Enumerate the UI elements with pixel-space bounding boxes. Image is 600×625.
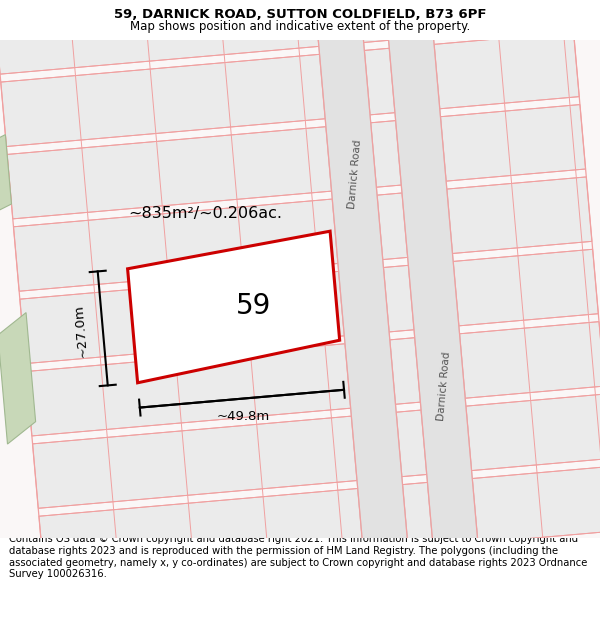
Polygon shape: [447, 177, 592, 254]
Polygon shape: [26, 344, 350, 436]
Polygon shape: [0, 134, 11, 216]
Polygon shape: [316, 4, 409, 563]
Text: 59: 59: [236, 292, 271, 320]
Polygon shape: [428, 0, 573, 36]
Polygon shape: [377, 193, 407, 259]
Text: Darnick Road: Darnick Road: [347, 139, 362, 209]
Polygon shape: [0, 0, 319, 74]
Polygon shape: [371, 121, 401, 188]
Polygon shape: [466, 394, 600, 471]
Polygon shape: [7, 127, 332, 219]
Text: ~835m²/~0.206ac.: ~835m²/~0.206ac.: [128, 206, 282, 221]
Polygon shape: [385, 0, 479, 557]
Polygon shape: [39, 489, 364, 581]
Text: 59, DARNICK ROAD, SUTTON COLDFIELD, B73 6PF: 59, DARNICK ROAD, SUTTON COLDFIELD, B73 …: [114, 8, 486, 21]
Polygon shape: [472, 466, 600, 543]
Polygon shape: [0, 0, 313, 2]
Polygon shape: [440, 104, 586, 181]
Text: Darnick Road: Darnick Road: [436, 351, 452, 421]
Polygon shape: [434, 32, 579, 109]
Polygon shape: [383, 266, 414, 332]
Text: Map shows position and indicative extent of the property.: Map shows position and indicative extent…: [130, 20, 470, 32]
Text: Contains OS data © Crown copyright and database right 2021. This information is : Contains OS data © Crown copyright and d…: [9, 534, 587, 579]
Polygon shape: [403, 482, 433, 549]
Polygon shape: [460, 322, 600, 398]
Text: ~27.0m: ~27.0m: [72, 303, 89, 358]
Polygon shape: [358, 0, 389, 42]
Polygon shape: [13, 199, 338, 291]
Polygon shape: [453, 249, 598, 326]
Polygon shape: [0, 312, 35, 444]
Polygon shape: [128, 231, 340, 382]
Text: ~49.8m: ~49.8m: [217, 410, 270, 423]
Polygon shape: [396, 410, 427, 477]
Polygon shape: [20, 271, 344, 364]
Polygon shape: [1, 54, 325, 146]
Polygon shape: [390, 338, 421, 404]
Polygon shape: [32, 416, 357, 508]
Polygon shape: [364, 48, 395, 115]
